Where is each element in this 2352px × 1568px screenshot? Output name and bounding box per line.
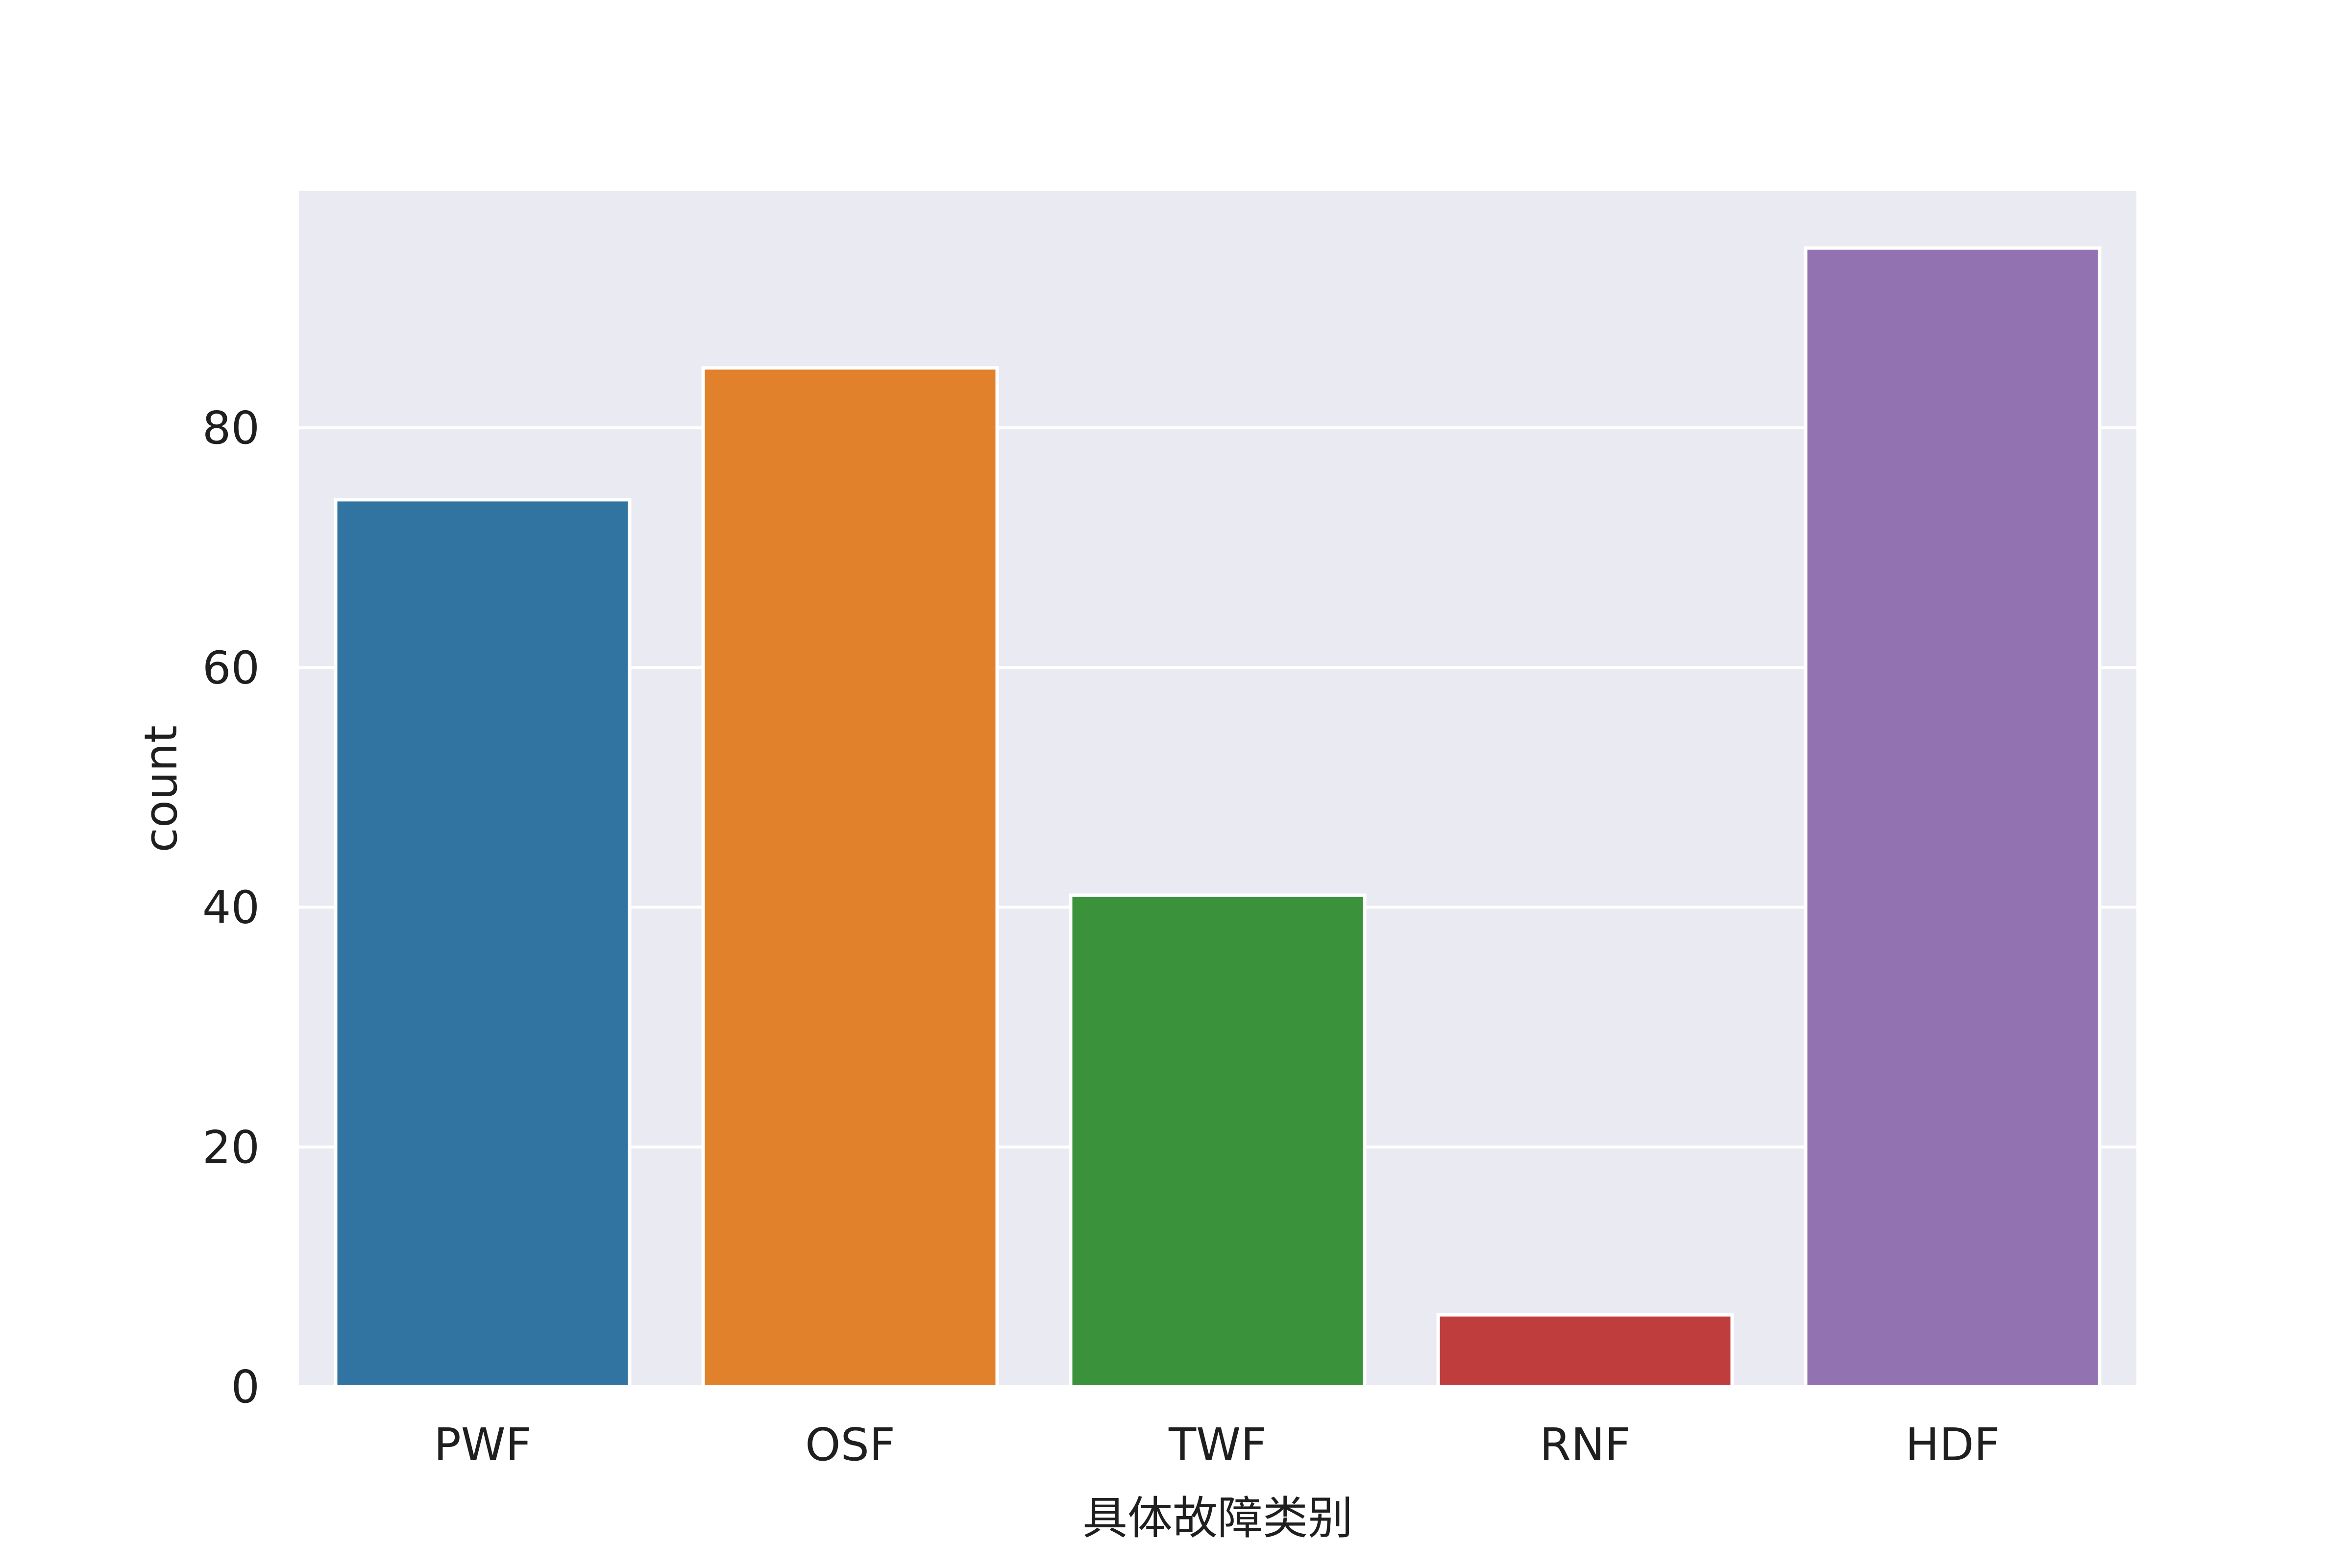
x-tick-labels: PWF OSF TWF RNF HDF: [434, 1419, 2000, 1471]
bar-rnf: [1436, 1313, 1734, 1389]
bars: [334, 246, 2102, 1389]
bar-pwf: [334, 498, 632, 1389]
y-tick-label: 40: [202, 882, 260, 934]
x-tick-label: TWF: [1168, 1419, 1267, 1471]
y-tick-labels: 0 20 40 60 80: [202, 402, 260, 1413]
x-tick-label: HDF: [1906, 1419, 2000, 1471]
x-axis-label: 具体故障类别: [1082, 1492, 1353, 1544]
y-axis-label: count: [135, 725, 187, 853]
x-tick-label: PWF: [434, 1419, 531, 1471]
y-tick-label: 80: [202, 402, 260, 454]
bar-osf: [701, 366, 999, 1389]
bar-twf: [1069, 893, 1367, 1389]
y-tick-label: 60: [202, 641, 260, 694]
x-tick-label: RNF: [1540, 1419, 1631, 1471]
bar-hdf: [1804, 246, 2102, 1389]
y-tick-label: 20: [202, 1121, 260, 1174]
y-tick-label: 0: [231, 1361, 260, 1413]
x-tick-label: OSF: [805, 1419, 895, 1471]
